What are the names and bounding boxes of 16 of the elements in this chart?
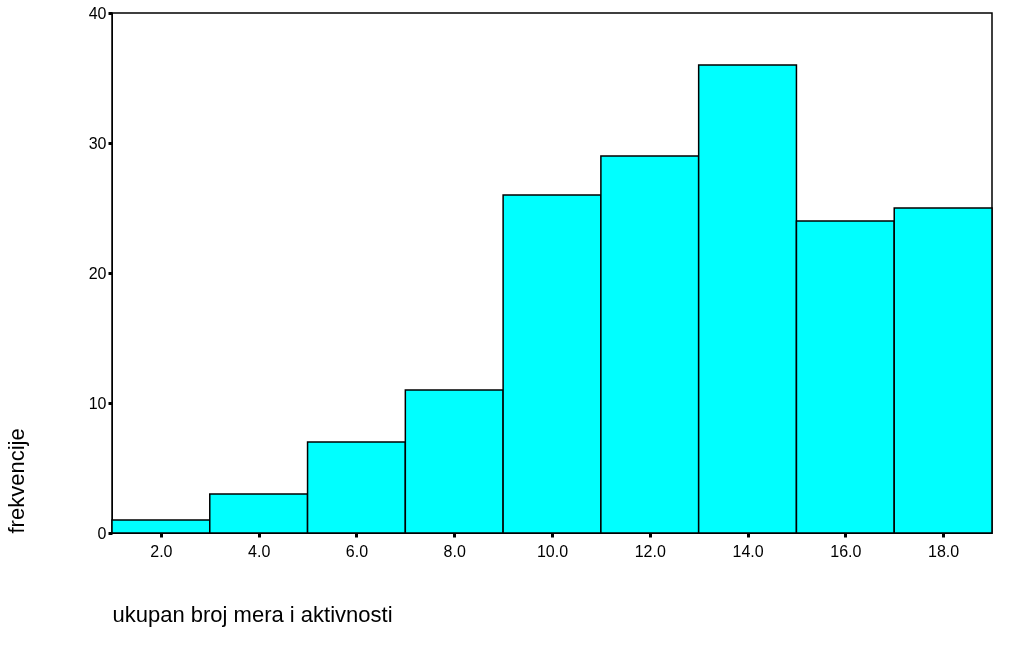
x-tick-label: 18.0 <box>928 542 960 560</box>
x-tick-label: 14.0 <box>732 542 764 560</box>
x-axis-title: ukupan broj mera i aktivnosti <box>112 601 393 627</box>
y-tick-label: 40 <box>88 4 107 22</box>
y-tick-label: 20 <box>88 264 107 282</box>
x-tick-label: 12.0 <box>634 542 666 560</box>
x-tick-label: 10.0 <box>536 542 569 560</box>
x-tick-label: 4.0 <box>248 542 271 560</box>
y-tick-label: 30 <box>88 134 107 152</box>
x-tick-label: 6.0 <box>345 542 369 560</box>
y-tick-label: 10 <box>88 394 107 412</box>
y-tick-label: 0 <box>97 524 107 542</box>
y-axis-title: frekvencije <box>3 428 29 534</box>
x-tick-label: 2.0 <box>150 542 173 560</box>
x-tick-label: 16.0 <box>830 542 862 560</box>
x-tick-label: 8.0 <box>443 542 466 560</box>
